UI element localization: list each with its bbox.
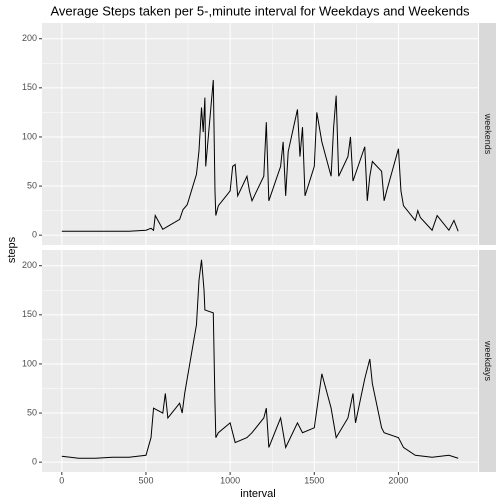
y-tick-label: 0: [32, 230, 37, 240]
x-tick-label: 1500: [304, 475, 324, 485]
y-tick-label: 100: [22, 131, 37, 141]
y-tick-label: 150: [22, 309, 37, 319]
y-tick-label: 200: [22, 260, 37, 270]
line: [61, 79, 459, 232]
y-tick-label: 150: [22, 82, 37, 92]
line: [61, 259, 459, 459]
x-tick-label: 2000: [388, 475, 408, 485]
x-tick-label: 0: [59, 475, 64, 485]
y-tick-label: 200: [22, 33, 37, 43]
y-tick-label: 50: [27, 407, 37, 417]
y-tick-label: 0: [32, 457, 37, 467]
y-tick-label: 50: [27, 180, 37, 190]
y-tick-label: 100: [22, 358, 37, 368]
panel-background: [42, 250, 478, 472]
x-axis-label: interval: [240, 488, 275, 500]
x-tick-label: 1000: [220, 475, 240, 485]
x-tick-label: 500: [138, 475, 153, 485]
chart-title: Average Steps taken per 5-,minute interv…: [50, 3, 470, 18]
y-axis-label: steps: [6, 236, 18, 263]
panel-background: [42, 23, 478, 245]
strip-label: weekdays: [483, 340, 493, 382]
strip: [479, 23, 496, 245]
strip-label: weekends: [483, 113, 493, 155]
strip: [479, 250, 496, 472]
